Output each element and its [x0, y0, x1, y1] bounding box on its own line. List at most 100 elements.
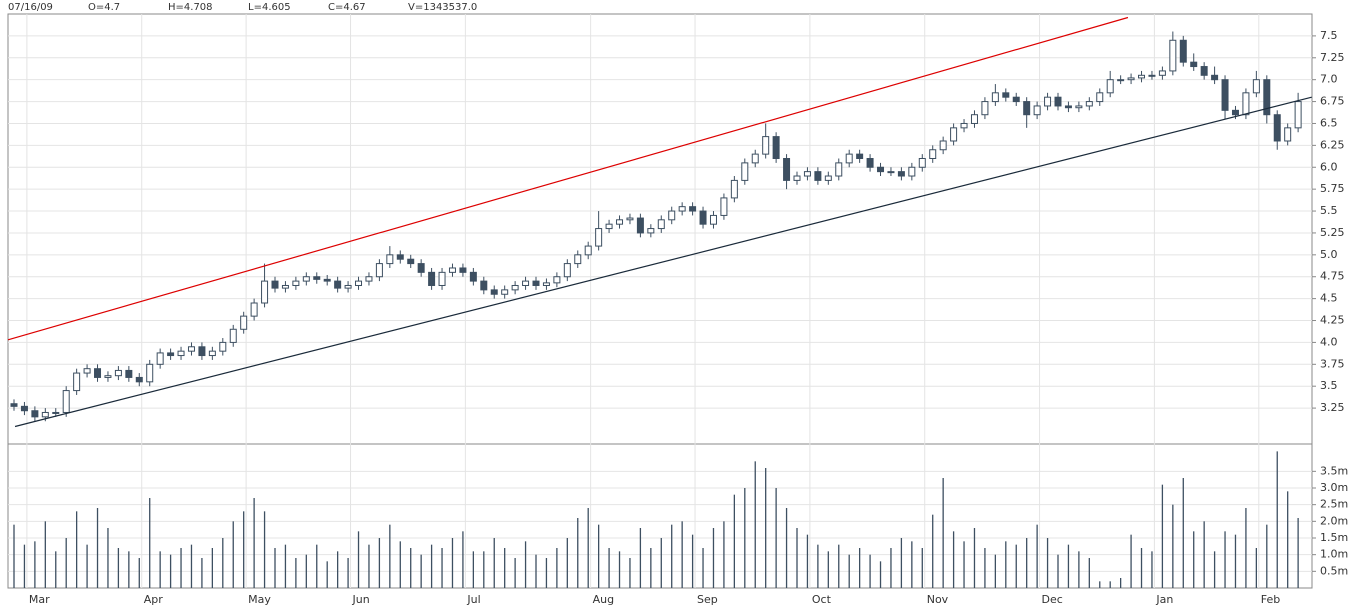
header-text: H=4.708	[168, 2, 213, 13]
candle-body	[699, 210, 707, 225]
header-text: O=4.7	[88, 2, 120, 13]
volume-panel	[7, 443, 1313, 589]
candle-body	[114, 369, 122, 377]
candle-body	[584, 245, 592, 256]
candle-body	[929, 149, 937, 160]
candle-body	[250, 302, 258, 317]
candle-body	[375, 263, 383, 278]
candle-body	[1200, 66, 1208, 76]
candle-body	[302, 276, 310, 282]
candle-body	[490, 289, 498, 295]
candle-body	[950, 127, 958, 142]
x-tick-label: Dec	[1042, 593, 1063, 606]
y-tick-label: 4.5	[1320, 292, 1338, 305]
candle-body	[1106, 79, 1114, 94]
candle-body	[156, 352, 164, 365]
y-tick-label: 3.5	[1320, 379, 1338, 392]
candle-body	[261, 280, 269, 304]
header-text: V=1343537.0	[408, 2, 477, 13]
candle-body	[574, 254, 582, 265]
candle-body	[939, 140, 947, 151]
candle-body	[1169, 39, 1177, 72]
candle-body	[522, 280, 530, 286]
header-text: C=4.67	[328, 2, 366, 13]
candle-body	[396, 254, 404, 260]
candle-body	[647, 228, 655, 234]
header-text: L=4.605	[248, 2, 291, 13]
candle-body	[1096, 92, 1104, 103]
candle-body	[1012, 96, 1020, 103]
candle-body	[668, 210, 676, 221]
candle-body	[281, 284, 289, 289]
y-tick-label: 3.75	[1320, 357, 1345, 370]
candle-body	[960, 122, 968, 129]
volume-tick-label: 2.0m	[1320, 514, 1348, 527]
y-tick-label: 4.75	[1320, 270, 1345, 283]
volume-tick-label: 1.5m	[1320, 531, 1348, 544]
candle-body	[1294, 101, 1302, 129]
candle-body	[344, 284, 352, 289]
candle-body	[511, 284, 519, 291]
x-tick-label: Jun	[352, 593, 370, 606]
candle-body	[1002, 92, 1010, 98]
y-tick-label: 5.25	[1320, 226, 1345, 239]
candle-body	[897, 171, 905, 177]
candle-body	[323, 278, 331, 282]
candle-body	[20, 405, 28, 412]
x-tick-label: Feb	[1261, 593, 1280, 606]
candle-body	[52, 411, 60, 414]
candle-body	[448, 267, 456, 273]
candle-body	[605, 223, 613, 230]
candle-body	[292, 280, 300, 286]
candle-body	[991, 92, 999, 103]
candle-body	[709, 214, 717, 225]
candle-body	[970, 114, 978, 124]
candle-body	[459, 267, 467, 273]
candle-body	[1263, 79, 1271, 116]
y-tick-label: 5.0	[1320, 248, 1338, 261]
y-tick-label: 4.25	[1320, 314, 1345, 327]
candle-body	[1242, 92, 1250, 116]
x-tick-label: Mar	[29, 593, 50, 606]
candle-body	[793, 175, 801, 181]
candle-body	[1158, 70, 1166, 76]
candle-body	[219, 341, 227, 352]
candle-body	[125, 369, 133, 378]
candle-body	[438, 271, 446, 286]
candle-body	[1117, 79, 1125, 82]
candle-body	[856, 153, 864, 160]
candle-body	[208, 350, 216, 357]
x-tick-label: Oct	[812, 593, 832, 606]
candle-body	[334, 280, 342, 289]
candle-body	[31, 410, 39, 418]
candle-body	[772, 136, 780, 160]
candle-body	[501, 289, 509, 295]
y-tick-label: 6.25	[1320, 138, 1345, 151]
candle-body	[563, 263, 571, 278]
volume-tick-label: 3.0m	[1320, 481, 1348, 494]
candle-body	[730, 179, 738, 199]
candle-body	[1221, 79, 1229, 111]
candle-body	[428, 271, 436, 286]
candle-body	[355, 280, 363, 286]
candle-body	[1044, 96, 1052, 107]
candle-body	[480, 280, 488, 291]
candle-body	[553, 276, 561, 284]
y-tick-label: 7.25	[1320, 51, 1345, 64]
candle-body	[73, 372, 81, 392]
candle-body	[720, 197, 728, 216]
candle-body	[678, 206, 686, 212]
candle-body	[240, 315, 248, 330]
candle-body	[689, 206, 697, 212]
candle-body	[814, 171, 822, 181]
candle-body	[365, 276, 373, 282]
volume-tick-label: 2.5m	[1320, 498, 1348, 511]
candle-body	[41, 411, 49, 418]
volume-tick-label: 3.5m	[1320, 464, 1348, 477]
candle-body	[835, 162, 843, 177]
candle-body	[845, 153, 853, 164]
candle-body	[918, 158, 926, 168]
candle-body	[908, 166, 916, 177]
candle-body	[542, 282, 550, 286]
